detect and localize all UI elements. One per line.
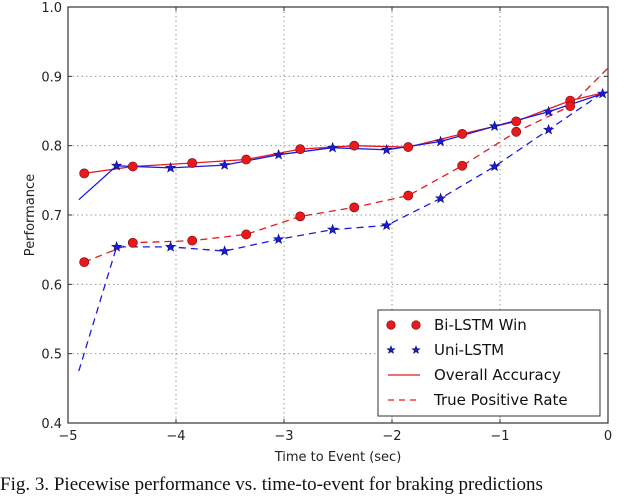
circle-marker	[403, 190, 414, 201]
star-marker	[272, 233, 285, 244]
circle-marker	[403, 142, 414, 152]
legend: Bi-LSTM Win Uni-LSTM Overall Accuracy True …	[377, 309, 601, 417]
star-marker	[434, 135, 447, 147]
star-marker	[218, 245, 231, 256]
x-tick-label: −3	[274, 429, 293, 444]
star-marker	[164, 162, 177, 173]
x-tick-label: −5	[58, 429, 77, 444]
star-marker	[326, 141, 339, 153]
star-marker	[488, 120, 501, 131]
legend-circle-icon	[411, 320, 421, 330]
star-marker	[272, 148, 285, 160]
circle-marker	[127, 161, 138, 172]
star-marker	[380, 219, 393, 231]
legend-label: Uni-LSTM	[434, 341, 504, 359]
circle-marker	[511, 116, 522, 127]
legend-circle-icon	[386, 320, 396, 330]
x-tick-label: 0	[604, 429, 612, 444]
star-marker	[110, 159, 123, 171]
circle-marker	[79, 168, 90, 179]
x-tick-label: −2	[382, 429, 401, 444]
star-marker	[542, 123, 555, 135]
series-line-0	[84, 90, 609, 175]
star-marker	[380, 143, 393, 155]
axes: −5 −4 −3 −2 −1 0 0.4 0.5 0.6 0.7 0.8 0.9 1.0 Time to …	[23, 1, 612, 465]
legend-label: True Positive Rate	[433, 391, 568, 409]
circle-marker	[349, 202, 360, 213]
circle-marker	[241, 229, 252, 240]
y-tick-label: 0.7	[41, 209, 62, 224]
circle-marker	[127, 237, 138, 248]
star-marker	[218, 159, 231, 170]
circle-marker	[295, 211, 306, 222]
circle-marker	[295, 144, 306, 155]
y-tick-label: 0.9	[41, 70, 62, 85]
star-marker	[596, 87, 609, 99]
circle-marker	[79, 257, 90, 268]
x-axis-label: Time to Event (sec)	[274, 450, 402, 465]
legend-label: Overall Accuracy	[434, 366, 561, 384]
star-marker	[488, 160, 501, 172]
x-tick-label: −4	[166, 429, 185, 444]
circle-marker	[241, 154, 252, 165]
legend-star-icon	[386, 345, 396, 354]
circle-marker	[457, 128, 468, 139]
x-tick-label: −1	[490, 429, 509, 444]
circle-marker	[349, 140, 360, 151]
circle-marker	[511, 126, 522, 137]
star-marker	[542, 105, 555, 117]
legend-label: Bi-LSTM Win	[434, 316, 527, 334]
star-marker	[434, 192, 447, 204]
y-axis-label: Performance	[23, 174, 38, 256]
circle-marker	[457, 160, 468, 171]
circle-marker	[187, 158, 198, 168]
star-marker	[164, 241, 177, 252]
circle-marker	[565, 101, 576, 112]
y-tick-label: 1.0	[41, 1, 62, 16]
figure-caption: Fig. 3. Piecewise performance vs. time-t…	[0, 474, 543, 495]
star-marker	[110, 241, 123, 252]
y-tick-label: 0.6	[41, 278, 62, 293]
circle-marker	[187, 235, 198, 246]
y-tick-label: 0.8	[41, 140, 62, 155]
y-tick-label: 0.5	[41, 348, 62, 363]
plot-area	[78, 67, 609, 372]
y-tick-label: 0.4	[41, 417, 62, 432]
star-marker	[326, 223, 339, 235]
legend-star-icon	[411, 345, 421, 354]
